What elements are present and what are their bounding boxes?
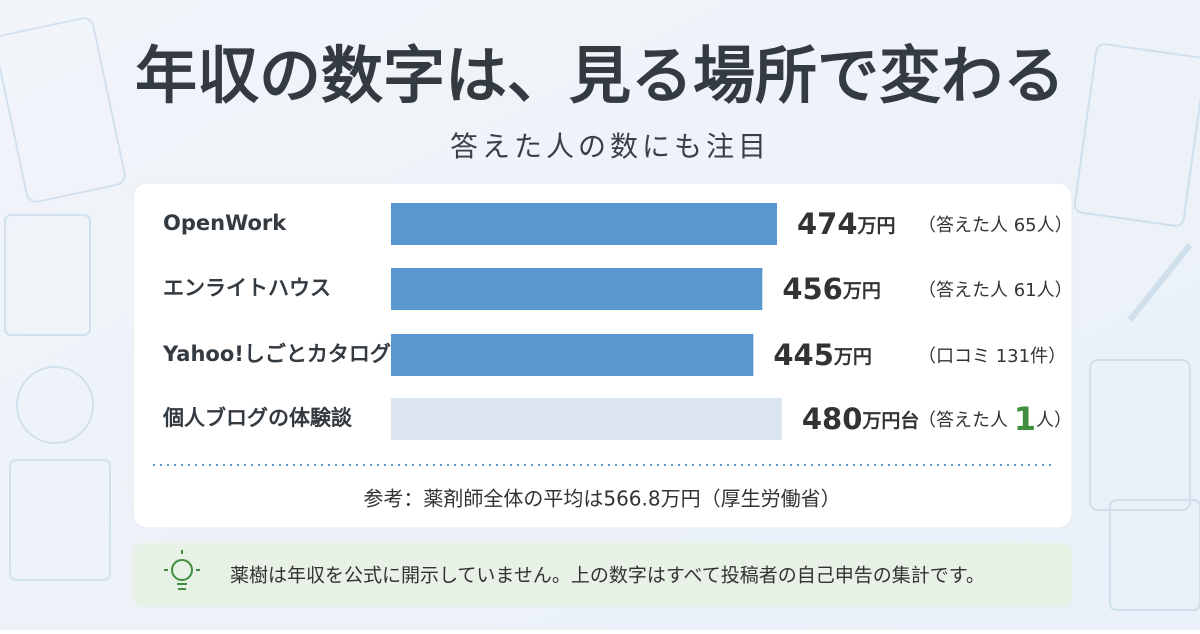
decorations [0,17,1200,611]
footer-note: 薬樹は年収を公式に開示していません。上の数字はすべて投稿者の自己申告の集計です。 [230,565,985,587]
bar [391,203,777,245]
category-label: OpenWork [163,211,287,235]
chart-subtitle: 答えた人の数にも注目 [450,130,770,163]
bar [391,398,782,440]
value-label: 456万円 [782,272,881,306]
category-label: 個人ブログの体験談 [162,406,353,430]
bulb-icon [164,550,200,590]
chart-title: 年収の数字は、見る場所で変わる [135,39,1065,112]
category-label: エンライトハウス [163,276,331,300]
note: （答えた人 61人） [918,280,1073,301]
value-label: 480万円台 [802,402,920,436]
value-label: 445万円 [773,338,872,372]
note: （答えた人 1人） [918,400,1072,438]
reference-note: 参考：薬剤師全体の平均は566.8万円（厚生労働省） [363,487,840,511]
note: （答えた人 65人） [918,215,1073,236]
bar [391,268,763,310]
note: （口コミ 131件） [918,346,1066,367]
footer-box [133,543,1072,607]
category-label: Yahoo!しごとカタログ [162,342,391,366]
value-label: 474万円 [797,207,896,241]
bar [391,334,754,376]
